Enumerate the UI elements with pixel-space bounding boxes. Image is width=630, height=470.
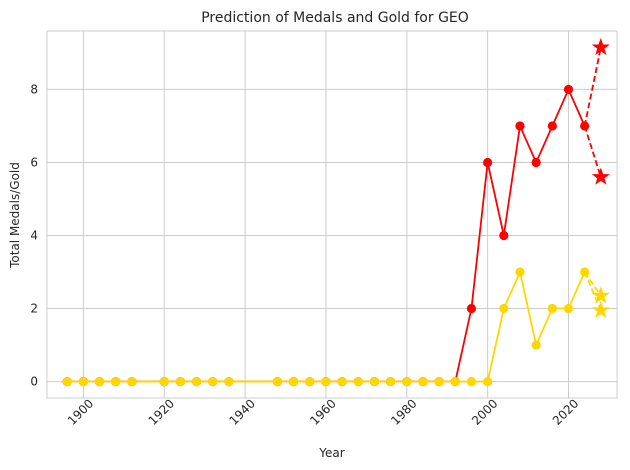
data-point-gold	[337, 376, 347, 387]
prediction-point-gold-lower	[591, 300, 610, 319]
series-line-gold	[67, 269, 586, 383]
data-point-gold	[272, 376, 283, 387]
y-tick-label: 0	[30, 375, 38, 389]
data-point-gold	[418, 376, 428, 387]
x-tick-label: 2020	[550, 396, 581, 427]
x-tick-label: 1960	[307, 396, 338, 427]
chart-title: Prediction of Medals and Gold for GEO	[201, 10, 469, 26]
x-tick-label: 1920	[146, 396, 177, 427]
data-point-gold	[563, 303, 574, 314]
x-tick-label: 1980	[388, 396, 419, 427]
data-point-gold	[208, 376, 218, 387]
x-tick-label: 1900	[65, 396, 96, 427]
data-point-gold	[531, 340, 541, 350]
data-point-gold	[483, 376, 493, 387]
data-point-gold	[305, 376, 315, 387]
data-point-gold	[127, 376, 137, 387]
data-point-gold	[547, 303, 557, 314]
data-point-gold	[175, 376, 186, 387]
prediction-line-gold-lower	[583, 271, 602, 311]
data-point-gold	[434, 376, 444, 387]
data-point-gold	[499, 303, 509, 314]
data-point-gold	[78, 376, 88, 387]
data-point-medals	[531, 157, 541, 168]
x-tick-label: 2000	[469, 396, 500, 427]
data-point-gold	[450, 376, 460, 387]
data-point-gold	[62, 376, 72, 387]
data-point-gold	[402, 376, 412, 387]
plot-frame	[46, 30, 618, 399]
tick-labels: 1900 1920 1940 1960 1980 2000 2020 0 2 4 6 8	[30, 82, 581, 427]
data-point-gold	[386, 376, 396, 387]
data-point-gold	[224, 376, 234, 387]
prediction-point-medals-upper	[591, 37, 610, 56]
prediction-line-medals-lower	[583, 125, 602, 178]
series-layer	[62, 37, 610, 387]
data-point-gold	[580, 267, 590, 277]
data-point-gold	[111, 376, 121, 387]
prediction-line-gold-upper	[583, 271, 602, 297]
prediction-point-gold-upper	[591, 286, 610, 304]
data-point-gold	[466, 376, 477, 387]
x-axis-label: Year	[318, 446, 344, 460]
data-point-gold	[369, 376, 380, 387]
data-point-gold	[515, 267, 525, 277]
data-point-medals	[563, 84, 574, 95]
y-tick-label: 8	[30, 82, 38, 96]
data-point-gold	[321, 376, 331, 387]
data-point-gold	[353, 376, 363, 387]
data-point-gold	[191, 376, 202, 387]
data-point-gold	[288, 376, 299, 387]
prediction-line-medals-upper	[583, 47, 602, 127]
y-tick-label: 6	[30, 155, 38, 169]
data-point-medals	[580, 121, 590, 131]
prediction-point-medals-lower	[591, 167, 610, 185]
y-axis-label: Total Medals/Gold	[8, 162, 22, 269]
x-tick-label: 1940	[227, 396, 258, 427]
y-tick-label: 4	[30, 228, 38, 242]
data-point-medals	[515, 121, 525, 131]
data-point-medals	[483, 157, 493, 168]
grid	[47, 31, 617, 398]
data-point-medals	[547, 121, 557, 131]
y-tick-label: 2	[30, 302, 38, 316]
data-point-medals	[499, 230, 509, 241]
data-point-medals	[466, 303, 477, 314]
data-point-gold	[94, 376, 105, 387]
data-point-gold	[159, 376, 169, 387]
